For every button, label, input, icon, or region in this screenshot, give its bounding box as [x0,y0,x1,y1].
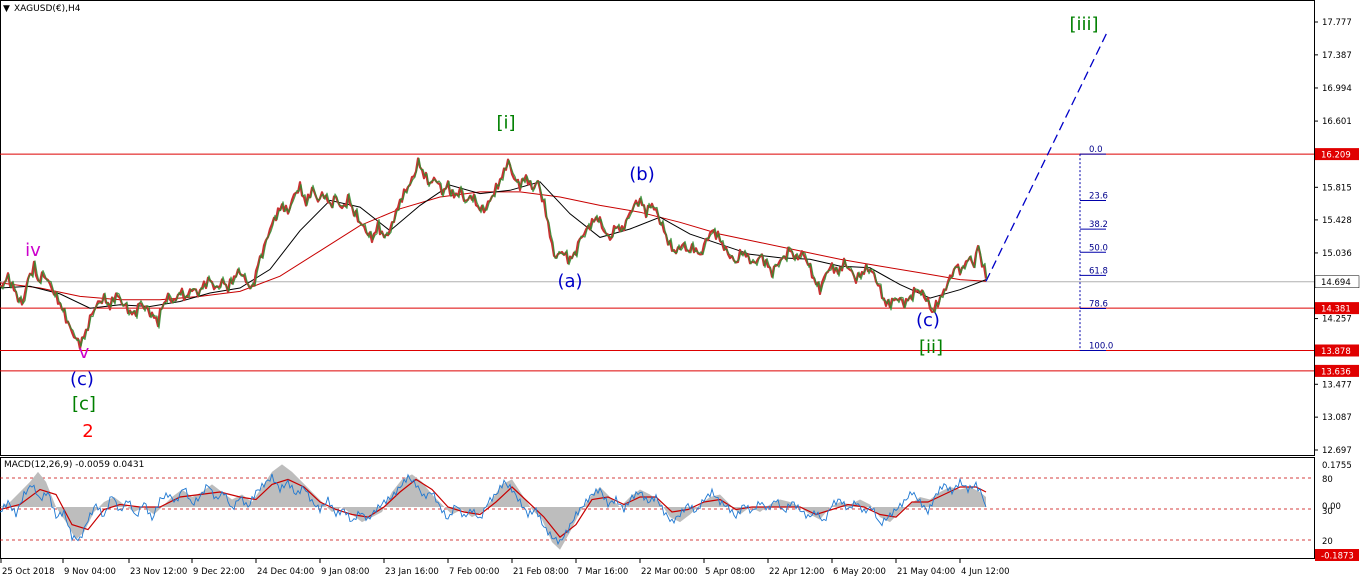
x-axis-tick-label: 21 May 04:00 [897,567,955,577]
x-axis-tick-label: 25 Oct 2018 [2,567,55,577]
macd-panel-frame [0,457,1315,559]
macd-layer [0,464,1314,550]
y-axis-tick-label: 17.387 [1322,51,1352,61]
y-axis-tick-label: 14.257 [1322,315,1352,325]
moving-average-short-line [0,181,987,309]
price-tag-label: 16.209 [1321,151,1351,161]
fib-level-label: 0.0 [1089,145,1103,155]
x-axis-tick-label: 9 Dec 22:00 [193,567,245,577]
macd-axis-tick-label: 0.1755 [1322,461,1352,471]
x-axis-tick-label: 4 Jun 12:00 [961,567,1010,577]
price-tag-label: 14.381 [1321,305,1351,315]
macd-signal-line [0,478,987,538]
price-tag-box [1315,302,1359,315]
moving-average-long-line [0,191,987,301]
price-tag-label: 13.878 [1321,347,1351,357]
x-axis-tick-label: 6 May 20:00 [833,567,886,577]
price-tag-box [1315,364,1359,377]
macd-axis-tick-label: 0.00 [1322,502,1341,512]
wave-label: [ii] [919,337,943,358]
fib-level-label: 78.6 [1089,299,1108,309]
fib-level-label: 23.6 [1089,191,1108,201]
y-axis-tick-label: 15.036 [1322,249,1352,259]
wave-label: (b) [629,164,654,185]
wave-label: (a) [557,271,582,292]
current-price-tag-box [1314,275,1360,288]
y-axis-tick-label: 15.428 [1322,216,1352,226]
x-axis-tick-label: 9 Nov 04:00 [64,567,116,577]
wave-label: 2 [82,421,93,442]
x-axis-tick-label: 22 Mar 00:00 [641,567,698,577]
wave-label: (c) [70,369,94,390]
x-axis-tick-label: 24 Dec 04:00 [257,567,314,577]
fib-level-label: 38.2 [1089,220,1108,230]
y-axis-tick-label: 15.815 [1322,183,1352,193]
wave-label: v [79,342,90,363]
y-axis-tick-label: 17.777 [1322,18,1352,28]
symbol-dropdown-arrow[interactable]: ▼ [3,4,10,14]
x-axis-tick-label: 23 Nov 12:00 [130,567,187,577]
price-tag-label: 13.636 [1321,367,1351,377]
x-axis-tick-label: 22 Apr 12:00 [769,567,824,577]
x-axis-tick-label: 21 Feb 08:00 [513,567,569,577]
wave-label: (c) [916,310,940,331]
macd-axis-tick-label: 80 [1322,475,1333,485]
macd-title: MACD(12,26,9) -0.0059 0.0431 [4,460,144,470]
x-axis-tick-label: 9 Jan 08:00 [321,567,369,577]
x-axis-tick-label: 5 Apr 08:00 [705,567,755,577]
y-axis-tick-label: 13.087 [1322,413,1352,423]
fib-level-label: 100.0 [1089,341,1113,351]
chart-title: XAGUSD(€),H4 [14,4,81,14]
price-series-bull-line [0,157,988,347]
fib-level-label: 50.0 [1089,243,1108,253]
y-axis-tick-label: 12.697 [1322,446,1352,456]
wave-label: [c] [72,393,96,414]
y-axis-tick-label: 16.994 [1322,84,1352,94]
x-axis-tick-label: 7 Mar 16:00 [577,567,628,577]
x-axis-tick-label: 23 Jan 16:00 [385,567,439,577]
y-axis-tick-label: 16.601 [1322,117,1352,127]
price-tag-box [1315,148,1359,161]
main-chart-frame [0,0,1315,456]
price-series-line [0,157,988,350]
current-price-tag-label: 14.694 [1321,278,1351,288]
macd-axis-tick-label: 30 [1322,507,1333,517]
axis-layer: 16.209 14.381 13.878 13.636 14.694 17.777 17.3… [0,18,1360,577]
macd-axis-tick-label: 20 [1322,537,1333,547]
fib-level-label: 61.8 [1089,266,1108,276]
y-axis-tick-label: 13.477 [1322,380,1352,390]
x-axis-tick-label: 7 Feb 00:00 [449,567,499,577]
macd-main-line [0,473,987,546]
macd-min-tag-label: -0.1873 [1321,552,1354,562]
wave-label: [i] [496,113,515,134]
wave-label: [iii] [1069,14,1098,35]
price-layer: 0.0 23.6 38.2 50.0 61.8 78.6 100.0 iv v (c) [c] 2 [i… [0,14,1314,442]
price-tag-box [1315,344,1359,357]
wave-projection-line [985,30,1109,282]
macd-min-tag-box [1315,549,1359,561]
wave-label: iv [25,240,41,261]
